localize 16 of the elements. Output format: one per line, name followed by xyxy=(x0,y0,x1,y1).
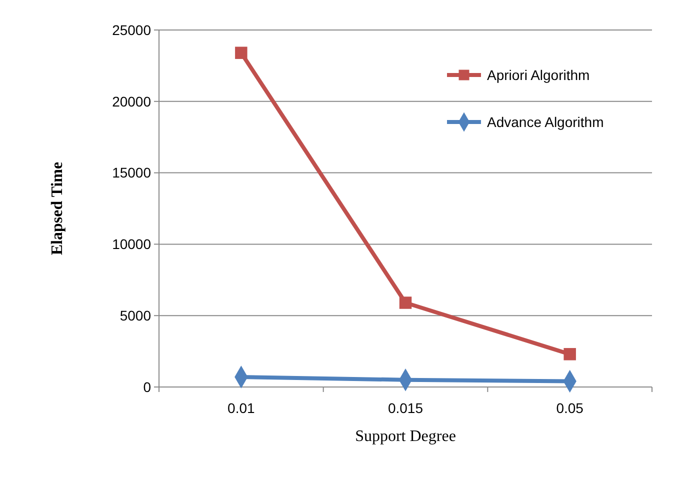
point xyxy=(399,296,412,309)
y-tick-label: 0 xyxy=(143,378,152,395)
x-tick-label: 0.015 xyxy=(388,400,424,416)
x-tick-label: 0.01 xyxy=(228,400,256,416)
y-tick-label: 5000 xyxy=(120,308,152,324)
legend-label: Advance Algorithm xyxy=(487,114,604,130)
x-axis-title: Support Degree xyxy=(355,428,456,445)
y-tick-label: 15000 xyxy=(112,164,152,181)
point xyxy=(564,348,576,360)
legend-label: Apriori Algorithm xyxy=(487,66,590,83)
y-tick-label: 10000 xyxy=(112,236,152,252)
y-tick-label: 25000 xyxy=(112,22,152,38)
y-tick-label: 20000 xyxy=(112,93,152,110)
x-tick-label: 0.05 xyxy=(556,400,584,416)
point xyxy=(235,46,248,59)
y-axis-title: Elapsed Time xyxy=(49,162,66,256)
